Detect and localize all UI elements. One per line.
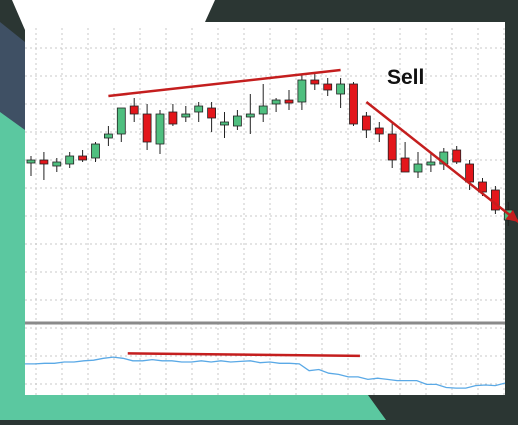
candle-body [116,107,126,135]
candle-body [194,105,204,113]
candle-bullish [181,106,191,122]
candle-bearish [284,90,294,110]
candle-bearish [323,78,333,96]
candle-body [297,79,307,103]
candle-body [168,111,178,125]
candle-bullish [271,98,281,112]
candle-body [65,155,75,165]
candle-body [310,79,320,85]
candle-body [413,163,423,173]
candle-bearish [78,150,87,162]
candle-body [52,161,62,167]
candle-body [465,163,475,183]
candle-bullish [65,152,75,168]
candle-bearish [361,112,371,138]
candle-body [104,133,113,139]
candle-body [374,127,384,135]
candle-body [284,99,294,104]
candle-body [232,115,242,127]
sell-arrow-head [505,209,518,222]
indicator-pane [25,352,506,389]
resistance-trendline [108,68,341,98]
candle-body [78,155,87,161]
candle-body [142,113,152,143]
indicator-trendline [127,352,360,358]
candle-bearish [349,82,358,126]
candle-body [387,133,397,161]
candle-bearish [168,104,178,126]
candle-bullish [413,152,423,178]
candle-bearish [39,152,49,180]
candle-bullish [52,158,62,172]
candle-body [155,113,165,145]
sell-annotation: Sell [387,66,425,89]
candle-bearish [387,122,397,168]
candle-bullish [116,107,126,142]
candle-body [129,105,139,115]
candle-bullish [426,152,436,172]
candle-body [400,157,410,173]
candle-body [426,161,436,166]
candle-body [258,105,268,115]
price-trendlines [108,68,518,223]
candle-bearish [129,98,139,122]
candle-body [336,83,346,95]
candle-body [207,107,217,119]
candle-bullish [104,126,113,146]
candle-body [323,83,333,91]
candle-bearish [207,102,217,132]
candle-bullish [297,74,307,110]
candle-body [181,113,191,118]
frame-slate-band [0,22,25,130]
chart-grid [25,28,505,395]
candle-bullish [258,84,268,122]
candle-body [452,149,462,163]
candle-body [245,113,255,118]
candle-bearish [142,104,152,150]
candle-bearish [452,146,462,164]
candle-body [361,115,371,131]
candle-body [26,159,36,164]
sell-arrow-line [365,101,518,223]
candle-bullish [232,110,242,130]
chart-background [12,0,505,395]
candle-body [349,83,358,125]
candle-bearish [400,142,410,173]
candle-bullish [194,102,204,122]
candle-bullish [336,78,346,108]
candle-bullish [155,110,165,154]
candle-body [39,159,49,165]
candle-body [91,143,100,159]
candle-body [271,99,281,105]
candle-bullish [220,112,229,138]
candle-bullish [91,142,100,162]
candle-bearish [310,74,320,90]
candle-bullish [245,94,255,134]
candle-body [220,121,229,126]
candle-bullish [26,156,36,176]
indicator-line [25,356,506,389]
candle-bearish [374,122,384,142]
